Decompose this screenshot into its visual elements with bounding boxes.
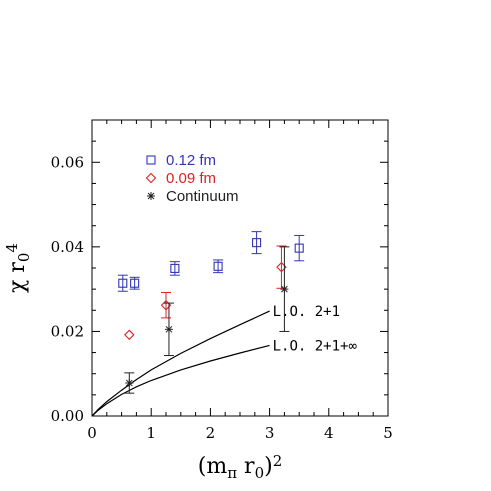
- square-marker: [252, 238, 262, 248]
- ticks-group: [91, 119, 389, 417]
- data-point: [251, 231, 262, 255]
- square-marker: [118, 278, 128, 288]
- burst-stroke: [281, 285, 288, 293]
- burst-marker: [147, 192, 155, 200]
- burst-marker: [164, 325, 173, 334]
- points-group: [117, 231, 305, 394]
- diamond-marker: [145, 172, 157, 184]
- x-axis-title-pi: π: [227, 464, 237, 482]
- curve-line: [91, 344, 270, 417]
- data-point: [124, 329, 135, 341]
- y-tick-label: 0.00: [51, 407, 84, 425]
- data-point: [169, 261, 180, 276]
- square-marker: [146, 155, 156, 165]
- data-point: [279, 246, 290, 332]
- burst-marker: [280, 285, 289, 294]
- legend-label: Continuum: [166, 188, 239, 205]
- data-point: [129, 276, 140, 290]
- x-tick-label: 1: [146, 424, 156, 442]
- x-tick-label: 5: [383, 424, 393, 442]
- burst-stroke: [165, 325, 173, 333]
- x-axis-title-sub: 0: [255, 464, 265, 482]
- data-point: [160, 292, 172, 319]
- square-marker: [294, 243, 304, 253]
- square-marker: [170, 263, 180, 273]
- x-axis-title: (mπ r0)2: [198, 452, 283, 481]
- data-point: [294, 234, 305, 262]
- x-tick-label: 2: [206, 424, 216, 442]
- curve-label: L.O. 2+1+∞: [273, 338, 358, 354]
- data-point: [124, 372, 135, 394]
- x-tick-label: 3: [265, 424, 275, 442]
- burst-stroke: [125, 379, 133, 387]
- square-marker: [213, 261, 223, 271]
- legend-item: Continuum: [147, 188, 239, 205]
- x-axis-title-sup: 2: [273, 452, 283, 470]
- y-tick-label: 0.04: [51, 238, 84, 256]
- legend-label: 0.12 fm: [166, 152, 216, 169]
- y-axis-title-sub: 0: [15, 253, 33, 263]
- data-point: [213, 259, 224, 274]
- curve-label: L.O. 2+1: [273, 304, 340, 320]
- tick-labels-group: 0 1 2 3 4 5 0.00 0.02 0.04 0.06: [51, 153, 393, 442]
- legend-item: 0.09 fm: [145, 170, 216, 187]
- plot-frame: [91, 119, 389, 417]
- curve-line: [91, 310, 270, 417]
- y-axis-title: χ r04: [3, 243, 32, 293]
- burst-stroke: [147, 192, 155, 200]
- curves-group: L.O. 2+1 L.O. 2+1+∞: [91, 304, 358, 417]
- legend-item: 0.12 fm: [146, 152, 216, 169]
- x-tick-label: 0: [87, 424, 97, 442]
- y-axis-title-sup: 4: [3, 243, 21, 253]
- y-tick-label: 0.06: [51, 153, 84, 171]
- square-marker: [130, 278, 140, 288]
- data-point: [276, 245, 287, 289]
- x-tick-label: 4: [324, 424, 334, 442]
- legend-label: 0.09 fm: [166, 170, 216, 187]
- data-point: [117, 274, 128, 292]
- burst-marker: [125, 379, 134, 388]
- diamond-marker: [124, 329, 135, 341]
- data-point: [163, 302, 174, 357]
- y-tick-label: 0.02: [51, 322, 84, 340]
